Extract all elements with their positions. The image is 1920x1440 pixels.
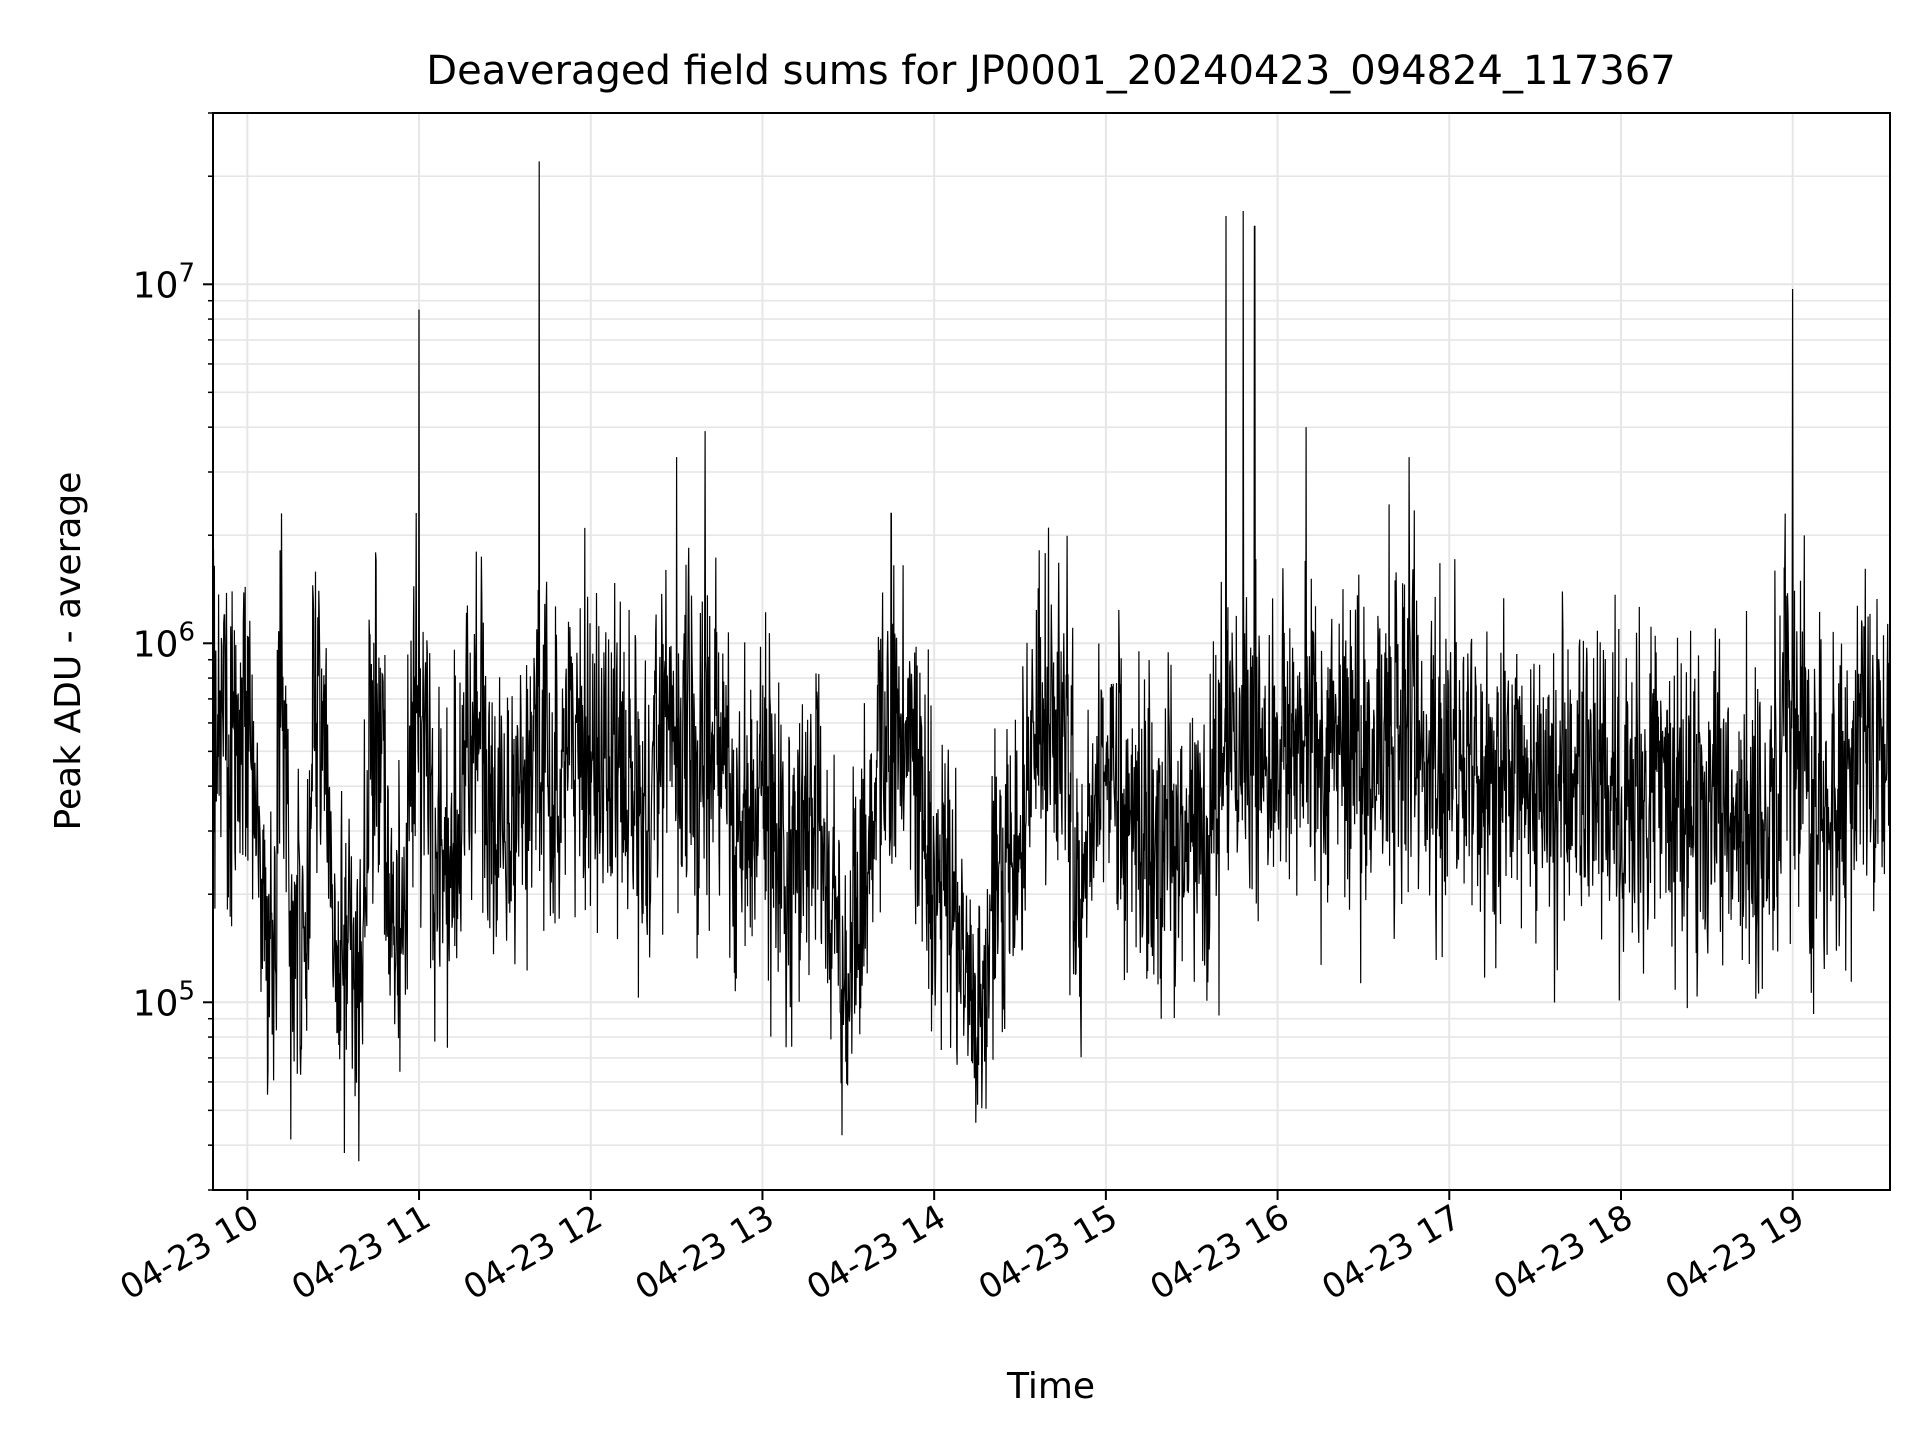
plot-frame xyxy=(212,112,1891,1191)
chart-title: Deaveraged field sums for JP0001_2024042… xyxy=(426,48,1675,94)
y-tick-label: 107 xyxy=(133,258,195,306)
y-tick-label-base: 10 xyxy=(133,265,179,306)
y-tick-label-exponent: 7 xyxy=(178,258,195,288)
y-axis-label: Peak ADU - average xyxy=(48,472,89,831)
y-tick-label-exponent: 5 xyxy=(178,976,195,1006)
y-tick-label-exponent: 6 xyxy=(178,617,195,647)
y-tick-label-base: 10 xyxy=(133,983,179,1024)
y-tick-label: 106 xyxy=(133,617,195,665)
series-line xyxy=(212,161,1891,1162)
x-axis-label: Time xyxy=(1006,1366,1095,1407)
series-layer xyxy=(212,161,1891,1162)
y-tick-label-base: 10 xyxy=(133,624,179,665)
y-tick-label: 105 xyxy=(133,976,195,1024)
